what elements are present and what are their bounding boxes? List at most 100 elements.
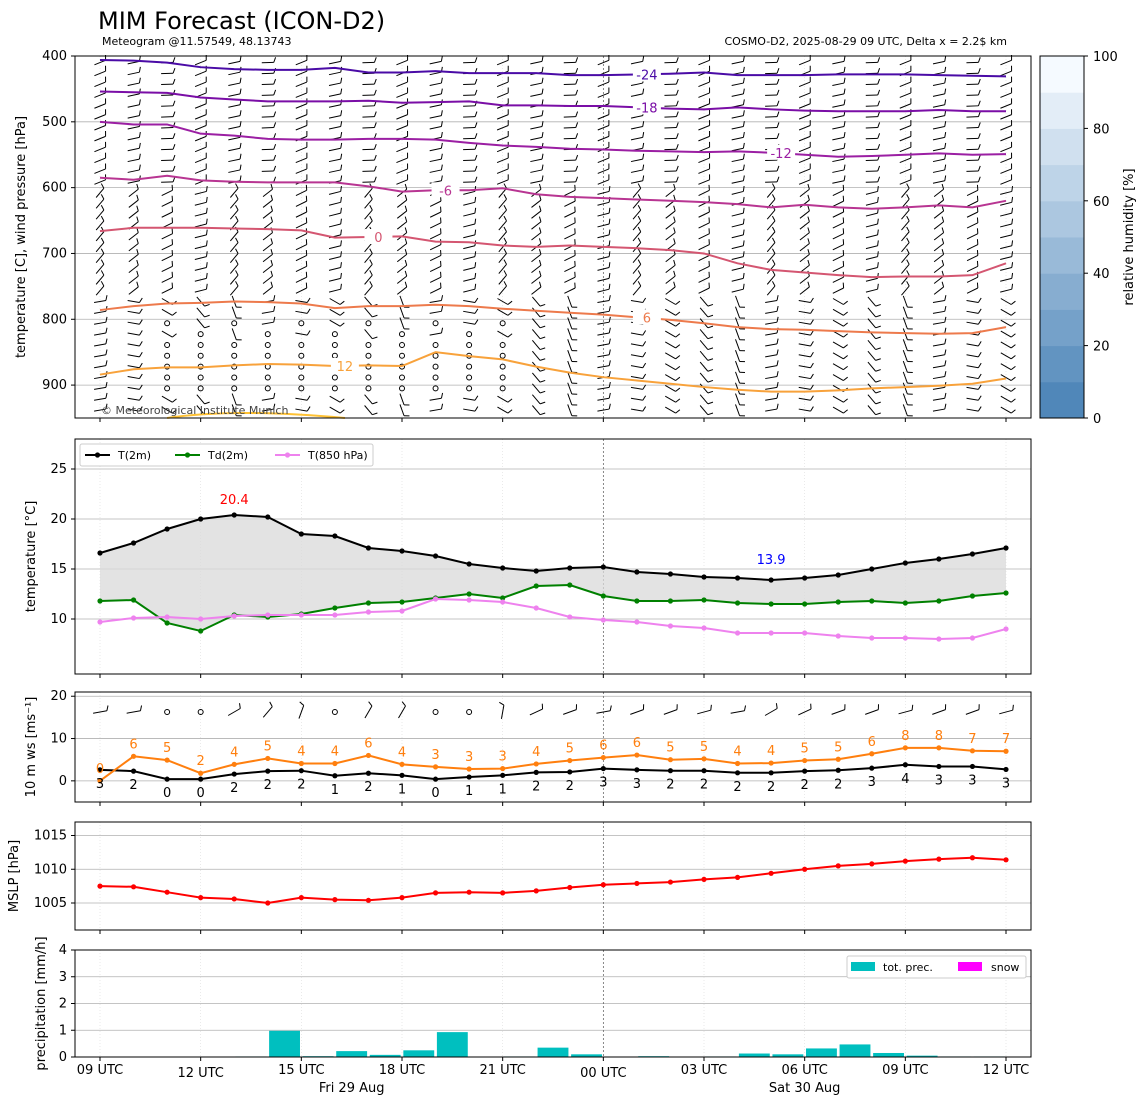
- wind-barb-shaft: [901, 285, 910, 296]
- wind-barb-shaft: [699, 340, 709, 350]
- wind-barb-flag: [541, 55, 544, 62]
- wind-barb-flag: [205, 207, 208, 214]
- wind-barb: [966, 341, 982, 347]
- data-point: [500, 599, 506, 605]
- wind-barb: [567, 349, 578, 363]
- data-point: [835, 756, 841, 762]
- wind-barb-flag: [205, 229, 208, 235]
- data-point: [936, 763, 942, 770]
- wind-barb-flag: [1010, 311, 1016, 316]
- wind-barb-shaft: [798, 92, 811, 98]
- wind-barb-flag: [742, 207, 745, 214]
- wind-barb-shaft: [899, 81, 912, 88]
- wind-barb: [563, 67, 579, 75]
- wind-barb-flag: [369, 205, 373, 211]
- wind-barb: [94, 327, 108, 336]
- data-point: [1003, 590, 1009, 596]
- wind-barb-shaft: [429, 93, 442, 97]
- wind-barb-shaft: [396, 125, 408, 131]
- data-point: [768, 630, 774, 636]
- wind-barb-flag: [608, 186, 611, 192]
- calm-wind-marker: [365, 374, 372, 381]
- wind-barb: [295, 195, 308, 207]
- precip-bar: [403, 1050, 435, 1057]
- wind-barb-shaft: [632, 285, 642, 296]
- wind-barb-shaft: [396, 81, 408, 88]
- wind-barb: [328, 272, 342, 282]
- wind-barb-shaft: [902, 295, 908, 308]
- wind-barb-flag: [675, 111, 679, 117]
- wind-barb-shaft: [597, 157, 610, 164]
- wind-barb-shaft: [698, 81, 710, 88]
- wind-barb: [664, 154, 679, 162]
- wind-barb: [429, 228, 442, 240]
- wind-barb-shaft: [262, 706, 273, 718]
- wind-barb: [531, 249, 542, 263]
- wind-barb: [867, 318, 881, 329]
- wind-barb-shaft: [665, 275, 676, 284]
- wind-barb-flag: [172, 154, 176, 161]
- wind-barb-flag: [139, 705, 143, 711]
- data-point: [734, 760, 741, 767]
- wind-barb-shaft: [932, 169, 945, 173]
- data-point: [936, 745, 942, 751]
- wind-barb-flag: [707, 401, 714, 405]
- wind-barb: [329, 406, 345, 414]
- wind-barb-flag: [474, 57, 478, 63]
- wind-barb-flag: [138, 77, 141, 84]
- wind-barb-shaft: [531, 372, 541, 383]
- wind-barb: [966, 319, 982, 325]
- wind-barb: [966, 206, 979, 218]
- wind-barb-flag: [172, 111, 176, 117]
- wind-barb-flag: [306, 141, 308, 148]
- wind-barb: [429, 327, 444, 336]
- wind-barb-flag: [1010, 387, 1016, 392]
- data-point: [701, 625, 707, 631]
- wind-barb-shaft: [664, 298, 676, 305]
- wind-barb-shaft: [262, 275, 273, 284]
- wind-barb-flag: [575, 67, 579, 74]
- wind-barb: [630, 88, 645, 97]
- data-label: 4: [767, 744, 775, 759]
- wind-barb: [597, 338, 611, 347]
- wind-barb-flag: [877, 67, 881, 74]
- wind-barb-flag: [339, 398, 345, 403]
- wind-barb: [496, 109, 509, 120]
- wind-barb-shaft: [632, 187, 642, 198]
- wind-barb-shaft: [597, 81, 610, 88]
- wind-barb-flag: [270, 270, 273, 277]
- wind-barb-shaft: [531, 253, 542, 263]
- wind-barb-flag: [709, 87, 711, 93]
- wind-barb: [865, 218, 879, 228]
- data-label: 2: [230, 781, 238, 796]
- wind-barb: [429, 77, 443, 87]
- wind-barb-shaft: [664, 384, 676, 392]
- wind-barb-shaft: [463, 256, 476, 260]
- wind-barb-flag: [539, 358, 546, 361]
- wind-barb: [362, 57, 377, 64]
- wind-barb-flag: [977, 100, 981, 106]
- wind-barb-flag: [907, 382, 913, 384]
- wind-barb-flag: [105, 98, 107, 104]
- wind-barb: [966, 217, 979, 229]
- wind-barb: [530, 175, 544, 184]
- data-label: 5: [163, 741, 171, 756]
- wind-barb-flag: [875, 336, 881, 340]
- wind-barb-flag: [503, 270, 507, 276]
- wind-barb-flag: [842, 250, 845, 256]
- wind-barb: [564, 217, 576, 229]
- wind-barb-flag: [235, 183, 239, 189]
- wind-barb-flag: [440, 228, 442, 234]
- wind-barb-shaft: [665, 264, 676, 274]
- wind-barb-flag: [776, 89, 780, 96]
- wind-barb-flag: [105, 163, 107, 169]
- wind-barb-flag: [771, 259, 776, 265]
- wind-barb-shaft: [328, 169, 341, 173]
- data-label: 2: [733, 780, 741, 795]
- wind-barb-flag: [675, 176, 679, 183]
- wind-barb-shaft: [597, 321, 610, 325]
- wind-barb-shaft: [698, 135, 710, 142]
- wind-barb-shaft: [328, 190, 341, 195]
- wind-barb-flag: [977, 57, 981, 63]
- wind-barb-flag: [977, 406, 982, 412]
